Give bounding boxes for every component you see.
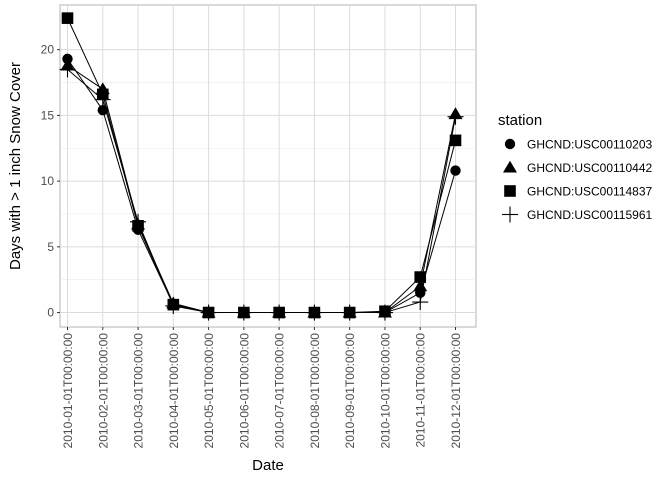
x-tick-label: 2010-01-01T00:00:00 (61, 333, 75, 449)
data-point-plus (165, 297, 182, 314)
data-point-plus (235, 304, 252, 321)
data-point-plus (306, 304, 323, 321)
x-tick-label: 2010-08-01T00:00:00 (308, 333, 322, 449)
data-point-circle (97, 104, 108, 116)
data-point-plus (447, 108, 464, 125)
data-point-plus (341, 304, 358, 321)
y-tick-label: 15 (41, 108, 55, 122)
x-tick-label: 2010-12-01T00:00:00 (449, 333, 463, 449)
y-tick-label: 20 (41, 43, 55, 57)
data-point-plus (59, 61, 76, 78)
x-tick-label: 2010-03-01T00:00:00 (132, 333, 146, 449)
data-point-plus (376, 304, 393, 321)
y-tick-label: 0 (47, 306, 54, 320)
x-axis-title: Date (252, 457, 284, 474)
x-tick-label: 2010-10-01T00:00:00 (378, 333, 392, 449)
x-tick-label: 2010-02-01T00:00:00 (96, 333, 110, 449)
data-point-square (414, 271, 427, 283)
x-tick-label: 2010-04-01T00:00:00 (167, 333, 181, 449)
series-line (67, 69, 456, 314)
data-point-square (449, 134, 462, 147)
y-tick-label: 10 (41, 174, 55, 188)
legend-key-square (504, 185, 516, 197)
legend-key-circle (504, 138, 516, 150)
legend-label: GHCND:USC00110203 (527, 138, 652, 152)
y-tick-label: 5 (47, 240, 54, 254)
legend-label: GHCND:USC00115961 (527, 208, 652, 222)
data-points (59, 12, 464, 321)
data-point-triangle (413, 279, 428, 292)
legend-title: station (498, 112, 542, 129)
legend-key-triangle (503, 160, 517, 173)
series-lines (67, 17, 456, 314)
y-axis: 0 5 10 15 20 (41, 43, 60, 320)
legend-key-plus (502, 206, 518, 223)
legend: station GHCND:USC00110203 GHCND:USC001104… (498, 112, 652, 223)
data-point-circle (450, 165, 461, 176)
x-axis: 2010-01-01T00:00:00 2010-02-01T00:00:00 20… (61, 327, 463, 448)
data-point-square (61, 12, 74, 24)
legend-label: GHCND:USC00110442 (527, 161, 652, 175)
x-tick-label: 2010-05-01T00:00:00 (202, 333, 216, 449)
y-axis-title: Days with > 1 inch Snow Cover (7, 62, 24, 270)
data-point-plus (200, 304, 217, 321)
data-point-plus (130, 213, 147, 230)
x-tick-label: 2010-07-01T00:00:00 (273, 333, 287, 449)
x-tick-label: 2010-11-01T00:00:00 (414, 333, 428, 448)
data-point-plus (271, 304, 288, 321)
x-tick-label: 2010-09-01T00:00:00 (343, 333, 357, 449)
panel-background (59, 4, 477, 328)
x-tick-label: 2010-06-01T00:00:00 (237, 333, 251, 449)
legend-label: GHCND:USC00114837 (527, 185, 652, 199)
data-point-plus (94, 91, 111, 108)
data-point-plus (412, 294, 429, 311)
